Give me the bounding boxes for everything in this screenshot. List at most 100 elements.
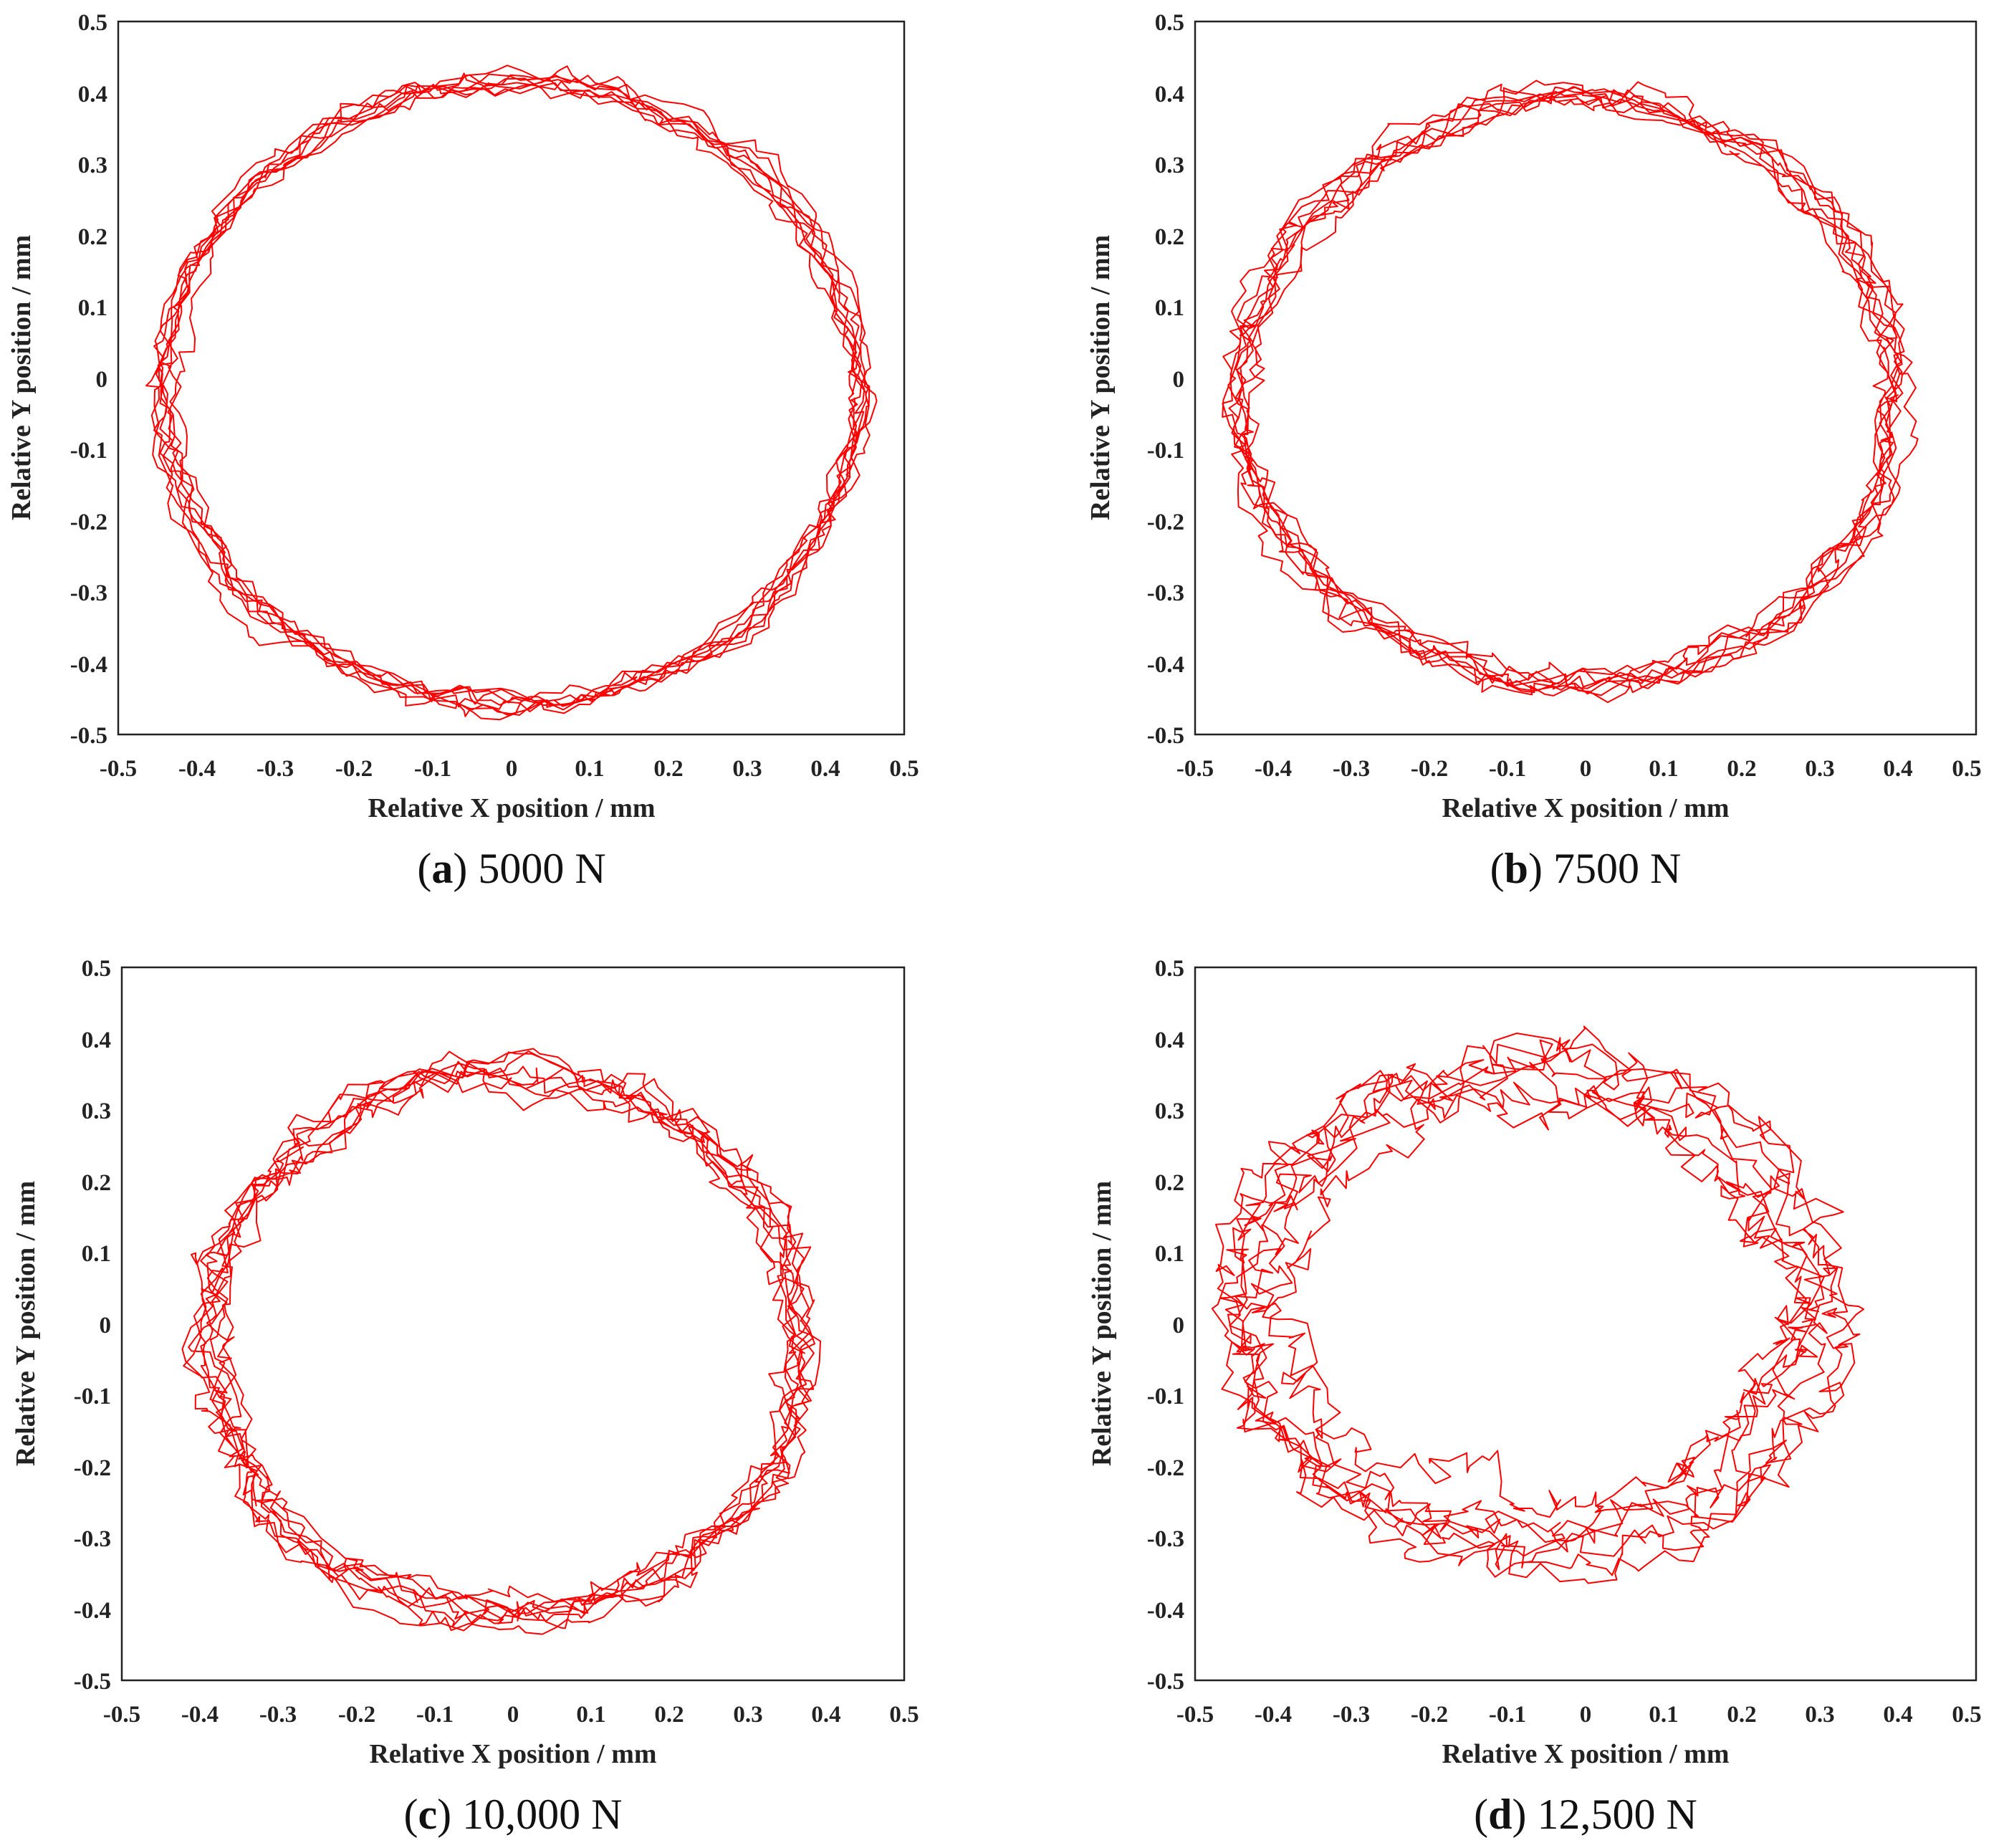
x-tick-labels: -0.5 -0.4 -0.3 -0.2 -0.1 0 0.1 0.2 0.3 0… [1176, 1702, 1982, 1728]
trajectory-trace [181, 1048, 821, 1635]
y-tick-label: -0.5 [74, 1669, 111, 1695]
plot-frame [117, 20, 906, 736]
y-tick-label: 0 [96, 367, 108, 393]
x-tick-label: -0.2 [1411, 1702, 1448, 1728]
x-tick-label: 0 [507, 1702, 519, 1728]
x-tick-label: 0.5 [1952, 1702, 1981, 1728]
x-tick-label: 0 [1580, 756, 1592, 782]
y-tick-label: -0.1 [74, 1384, 111, 1409]
y-tick-label: 0.4 [78, 82, 107, 107]
x-tick-label: -0.2 [338, 1702, 375, 1728]
y-tick-label: 0 [1173, 1313, 1185, 1339]
x-tick-label: -0.4 [1255, 1702, 1292, 1728]
y-tick-labels: 0.5 0.4 0.3 0.2 0.1 0 -0.1 -0.2 -0.3 -0.… [74, 956, 111, 1695]
y-tick-label: -0.5 [1147, 1669, 1184, 1695]
plot-frame [1194, 20, 1977, 736]
y-tick-label: -0.1 [70, 438, 107, 464]
plot-frame [1194, 966, 1977, 1682]
y-tick-label: -0.4 [1147, 652, 1184, 678]
x-tick-label: 0.2 [1727, 756, 1756, 782]
x-tick-labels: -0.5 -0.4 -0.3 -0.2 -0.1 0 0.1 0.2 0.3 0… [103, 1702, 919, 1728]
x-tick-label: -0.1 [1489, 756, 1526, 782]
trajectory-trace [145, 64, 878, 721]
panel-letter: a [431, 845, 453, 892]
x-tick-label: -0.1 [416, 1702, 454, 1728]
panel-b: 0.5 0.4 0.3 0.2 0.1 0 -0.1 -0.2 -0.3 -0.… [1085, 10, 1982, 892]
x-tick-label: -0.2 [335, 756, 373, 782]
y-tick-labels: 0.5 0.4 0.3 0.2 0.1 0 -0.1 -0.2 -0.3 -0.… [1147, 10, 1184, 749]
y-tick-label: -0.2 [74, 1455, 111, 1481]
y-tick-label: 0.1 [78, 295, 107, 321]
y-tick-label: 0.2 [1155, 1170, 1184, 1196]
x-tick-label: 0.1 [576, 1702, 605, 1728]
x-tick-label: 0.5 [1952, 756, 1981, 782]
y-tick-label: 0.3 [1155, 153, 1184, 178]
x-tick-label: 0.4 [1883, 1702, 1912, 1728]
x-tick-label: -0.4 [1255, 756, 1292, 782]
load-label: 10,000 N [462, 1791, 622, 1838]
x-axis-title: Relative X position / mm [368, 793, 655, 823]
y-tick-label: 0.2 [82, 1170, 111, 1196]
y-tick-label: 0.5 [1155, 10, 1184, 36]
y-tick-label: 0 [1173, 367, 1185, 393]
x-tick-label: 0.4 [810, 756, 840, 782]
panel-a: 0.5 0.4 0.3 0.2 0.1 0 -0.1 -0.2 -0.3 -0.… [6, 10, 919, 892]
x-tick-label: 0.2 [653, 756, 683, 782]
y-tick-label: -0.3 [70, 580, 107, 606]
x-tick-label: 0.5 [889, 756, 919, 782]
y-tick-label: -0.2 [1147, 1455, 1184, 1481]
x-tick-label: -0.5 [100, 756, 137, 782]
y-tick-label: 0.1 [1155, 1241, 1184, 1267]
y-tick-label: -0.5 [1147, 723, 1184, 749]
x-tick-label: -0.3 [259, 1702, 297, 1728]
x-axis-title: Relative X position / mm [1442, 1739, 1729, 1769]
y-tick-label: 0.4 [1155, 82, 1184, 107]
y-tick-label: -0.5 [70, 723, 107, 749]
y-tick-label: 0.4 [82, 1028, 111, 1053]
x-tick-labels: -0.5 -0.4 -0.3 -0.2 -0.1 0 0.1 0.2 0.3 0… [100, 756, 919, 782]
panel-c: 0.5 0.4 0.3 0.2 0.1 0 -0.1 -0.2 -0.3 -0.… [11, 956, 919, 1838]
panel-d: 0.5 0.4 0.3 0.2 0.1 0 -0.1 -0.2 -0.3 -0.… [1087, 956, 1982, 1838]
x-tick-label: -0.3 [1333, 1702, 1370, 1728]
y-tick-label: -0.3 [1147, 580, 1184, 606]
trajectory-trace [1211, 1025, 1865, 1584]
x-axis-title: Relative X position / mm [1442, 793, 1729, 823]
y-tick-label: -0.3 [1147, 1526, 1184, 1552]
y-axis-title: Relative Y position / mm [11, 1181, 41, 1466]
x-tick-label: -0.5 [1176, 756, 1214, 782]
y-tick-label: -0.3 [74, 1526, 111, 1552]
y-tick-label: 0.2 [1155, 224, 1184, 250]
y-tick-label: 0.3 [78, 153, 107, 178]
x-tick-label: 0.1 [575, 756, 604, 782]
panel-caption: (a) 5000 N [417, 845, 605, 892]
panel-letter: c [418, 1791, 438, 1838]
load-label: 12,500 N [1538, 1791, 1697, 1838]
y-tick-label: 0.4 [1155, 1028, 1184, 1053]
y-tick-label: -0.4 [1147, 1598, 1184, 1624]
x-tick-label: 0 [1580, 1702, 1592, 1728]
y-tick-label: 0.5 [82, 956, 111, 982]
x-tick-label: -0.4 [181, 1702, 219, 1728]
trajectory-trace [1222, 80, 1919, 704]
y-axis-title: Relative Y position / mm [6, 235, 37, 520]
y-tick-label: 0.5 [78, 10, 107, 36]
y-axis-title: Relative Y position / mm [1085, 235, 1116, 520]
x-tick-label: 0.2 [1727, 1702, 1756, 1728]
x-tick-labels: -0.5 -0.4 -0.3 -0.2 -0.1 0 0.1 0.2 0.3 0… [1176, 756, 1982, 782]
x-tick-label: 0.4 [1883, 756, 1912, 782]
panel-caption: (b) 7500 N [1490, 845, 1682, 892]
load-label: 5000 N [478, 845, 605, 892]
y-tick-label: -0.4 [70, 652, 107, 678]
x-tick-label: -0.5 [1176, 1702, 1214, 1728]
x-tick-label: 0.3 [732, 756, 762, 782]
x-tick-label: -0.1 [1489, 1702, 1526, 1728]
x-tick-label: -0.5 [103, 1702, 140, 1728]
x-tick-label: 0.3 [1805, 756, 1834, 782]
x-tick-label: 0.3 [733, 1702, 762, 1728]
y-tick-label: -0.2 [1147, 509, 1184, 535]
x-tick-label: 0.2 [654, 1702, 684, 1728]
y-axis-title: Relative Y position / mm [1087, 1181, 1117, 1466]
x-tick-label: -0.3 [1333, 756, 1370, 782]
panel-caption: (c) 10,000 N [404, 1791, 623, 1838]
